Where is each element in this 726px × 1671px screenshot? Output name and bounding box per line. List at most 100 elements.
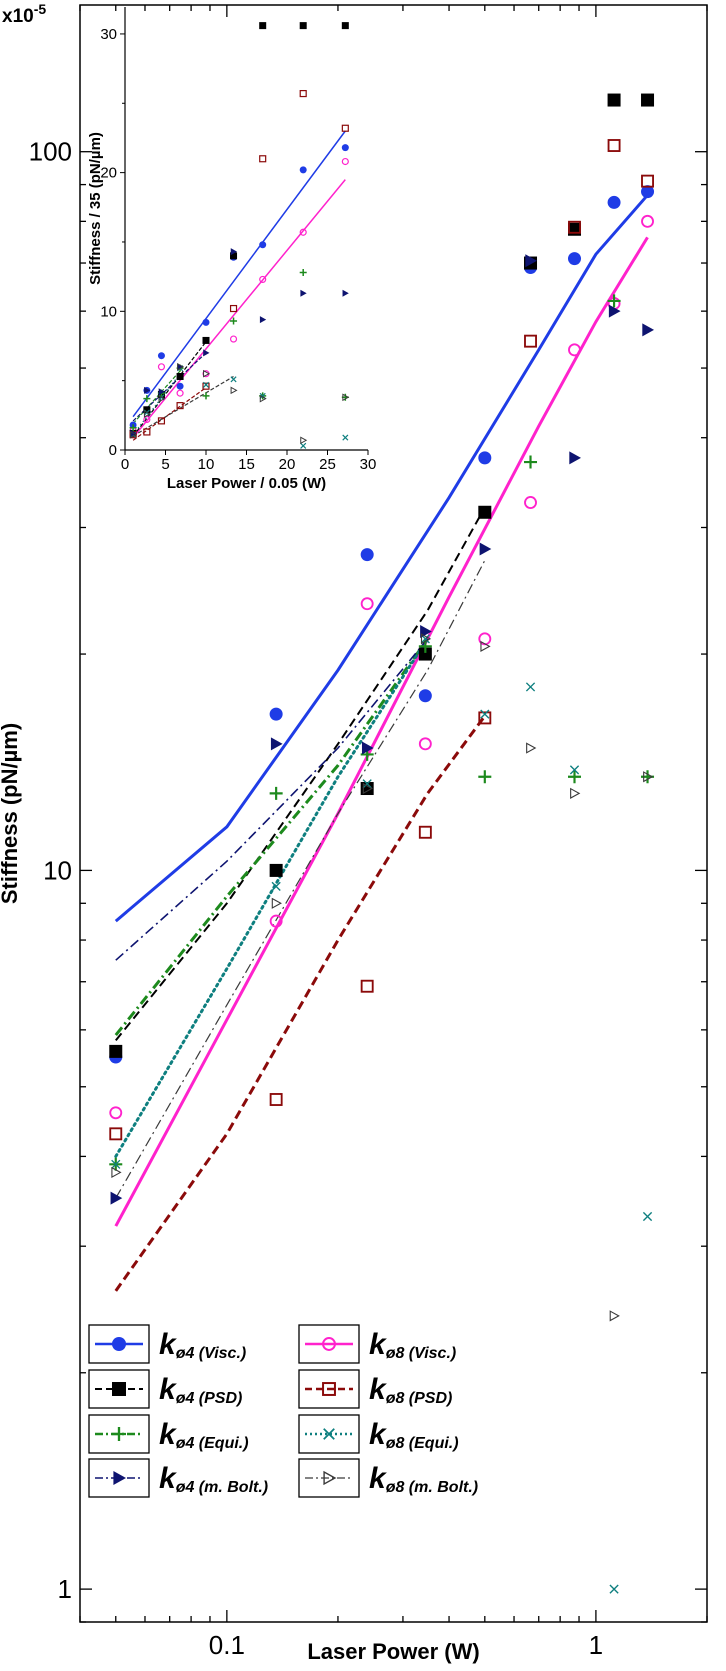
inset-point-v4 bbox=[341, 144, 349, 152]
inset-point-p8 bbox=[176, 402, 184, 410]
point-p8 bbox=[418, 825, 432, 839]
inset-point-p8 bbox=[299, 89, 307, 98]
point-e4 bbox=[568, 770, 582, 784]
inset-point-b8 bbox=[203, 369, 211, 378]
inset-point-v8 bbox=[229, 335, 238, 343]
legend-item-v8: kø8 (Visc.) bbox=[298, 1324, 456, 1364]
inset-point-v4 bbox=[202, 318, 210, 326]
inset-point-p8 bbox=[157, 417, 166, 425]
point-e8 bbox=[111, 1159, 121, 1169]
point-e8 bbox=[525, 682, 536, 692]
inset-point-b4 bbox=[342, 289, 349, 297]
inset-point-v8 bbox=[157, 363, 166, 371]
inset-point-p8 bbox=[229, 304, 238, 313]
point-e8 bbox=[271, 881, 281, 892]
inset-point-v8 bbox=[299, 228, 307, 236]
inset-point-p4 bbox=[202, 336, 210, 344]
point-b8 bbox=[643, 771, 654, 783]
point-p4 bbox=[607, 93, 621, 107]
inset-point-b8 bbox=[259, 394, 267, 403]
point-b8 bbox=[420, 633, 432, 645]
inset-y-tick-label: 0 bbox=[109, 442, 117, 459]
inset-point-p4 bbox=[299, 22, 307, 30]
inset-point-p8 bbox=[259, 155, 267, 163]
inset-y-tick-label: 20 bbox=[100, 165, 117, 182]
legend-item-e8: kø8 (Equi.) bbox=[298, 1414, 459, 1454]
point-e4 bbox=[524, 455, 538, 469]
inset-fit-line-v8 bbox=[132, 179, 346, 438]
point-v8 bbox=[109, 1106, 123, 1120]
point-e8 bbox=[609, 1584, 619, 1594]
inset-point-p4 bbox=[176, 372, 184, 380]
point-p8 bbox=[641, 174, 654, 188]
x-tick-label: 1 bbox=[589, 1630, 603, 1660]
inset-point-v8 bbox=[143, 415, 151, 424]
y-tick-label: 10 bbox=[43, 855, 72, 885]
inset-y-tick-label: 30 bbox=[100, 26, 117, 43]
inset-point-e4 bbox=[202, 392, 210, 400]
main-x-ticks: 0.1 1 bbox=[79, 5, 708, 1660]
inset-point-e4 bbox=[299, 268, 307, 276]
y-tick-label: 1 bbox=[58, 1574, 72, 1604]
legend-swatch-marker bbox=[112, 1382, 126, 1396]
inset-point-v4 bbox=[299, 166, 307, 174]
inset-plot: 0 5 10 15 20 25 30 0 10 20 30 Laser Power / 0.05 (W… bbox=[87, 7, 376, 492]
point-b4 bbox=[361, 741, 374, 755]
legend-item-b8: kø8 (m. Bolt.) bbox=[298, 1458, 478, 1498]
point-e8 bbox=[642, 1211, 653, 1222]
point-p8 bbox=[524, 334, 537, 348]
legend-swatch-marker bbox=[323, 1428, 335, 1440]
y-tick-label: 100 bbox=[29, 137, 72, 167]
legend-label: kø4 (m. Bolt.) bbox=[159, 1462, 268, 1496]
point-b8 bbox=[526, 742, 537, 754]
point-p4 bbox=[269, 863, 283, 877]
point-b8 bbox=[480, 640, 491, 652]
point-v4 bbox=[269, 707, 283, 721]
inset-point-v8 bbox=[176, 389, 184, 397]
point-v8 bbox=[524, 496, 537, 509]
inset-point-p8 bbox=[341, 124, 349, 132]
inset-point-b8 bbox=[158, 394, 166, 403]
inset-point-b8 bbox=[130, 430, 138, 439]
inset-x-tick-label: 20 bbox=[279, 456, 296, 473]
point-v4 bbox=[478, 451, 492, 465]
inset-x-tick-label: 5 bbox=[161, 456, 169, 473]
inset-fit-line-p4 bbox=[132, 341, 207, 437]
inset-point-p4 bbox=[259, 22, 267, 30]
point-p8 bbox=[607, 139, 621, 152]
legend-item-b4: kø4 (m. Bolt.) bbox=[88, 1458, 268, 1498]
legend-label: kø8 (Equi.) bbox=[369, 1418, 459, 1452]
point-e4 bbox=[269, 786, 283, 800]
inset-point-b4 bbox=[144, 386, 151, 394]
legend-label: kø8 (m. Bolt.) bbox=[369, 1462, 478, 1496]
point-b4 bbox=[270, 737, 283, 751]
fit-line-b8 bbox=[115, 560, 486, 1199]
legend-label: kø4 (PSD) bbox=[159, 1373, 242, 1407]
inset-x-tick-label: 15 bbox=[238, 456, 255, 473]
inset-fit-line-e8 bbox=[132, 373, 181, 436]
legend-swatch-marker bbox=[322, 1337, 336, 1351]
point-v4 bbox=[641, 185, 655, 199]
point-b8 bbox=[570, 787, 581, 799]
inset-y-axis-title: Stiffness / 35 (pN/µm) bbox=[87, 132, 104, 285]
inset-point-e4 bbox=[129, 424, 137, 432]
inset-x-tick-label: 25 bbox=[319, 456, 336, 473]
fit-line-e4 bbox=[114, 637, 429, 1037]
legend-swatch-marker bbox=[112, 1427, 126, 1441]
legend-swatch-marker bbox=[322, 1382, 336, 1396]
axis-multiplier: x10-5 bbox=[2, 1, 46, 27]
inset-point-e8 bbox=[342, 434, 349, 441]
point-v4 bbox=[360, 548, 374, 562]
main-fit-lines bbox=[114, 194, 649, 1292]
point-v4 bbox=[418, 689, 432, 703]
point-e8 bbox=[362, 779, 372, 789]
point-p8 bbox=[269, 1093, 283, 1106]
inset-point-b4 bbox=[259, 316, 267, 324]
inset-point-e4 bbox=[143, 395, 151, 403]
inset-x-tick-label: 0 bbox=[121, 456, 129, 473]
x-tick-label: 0.1 bbox=[209, 1630, 245, 1660]
inset-point-e8 bbox=[300, 442, 307, 449]
inset-point-b4 bbox=[203, 349, 210, 357]
